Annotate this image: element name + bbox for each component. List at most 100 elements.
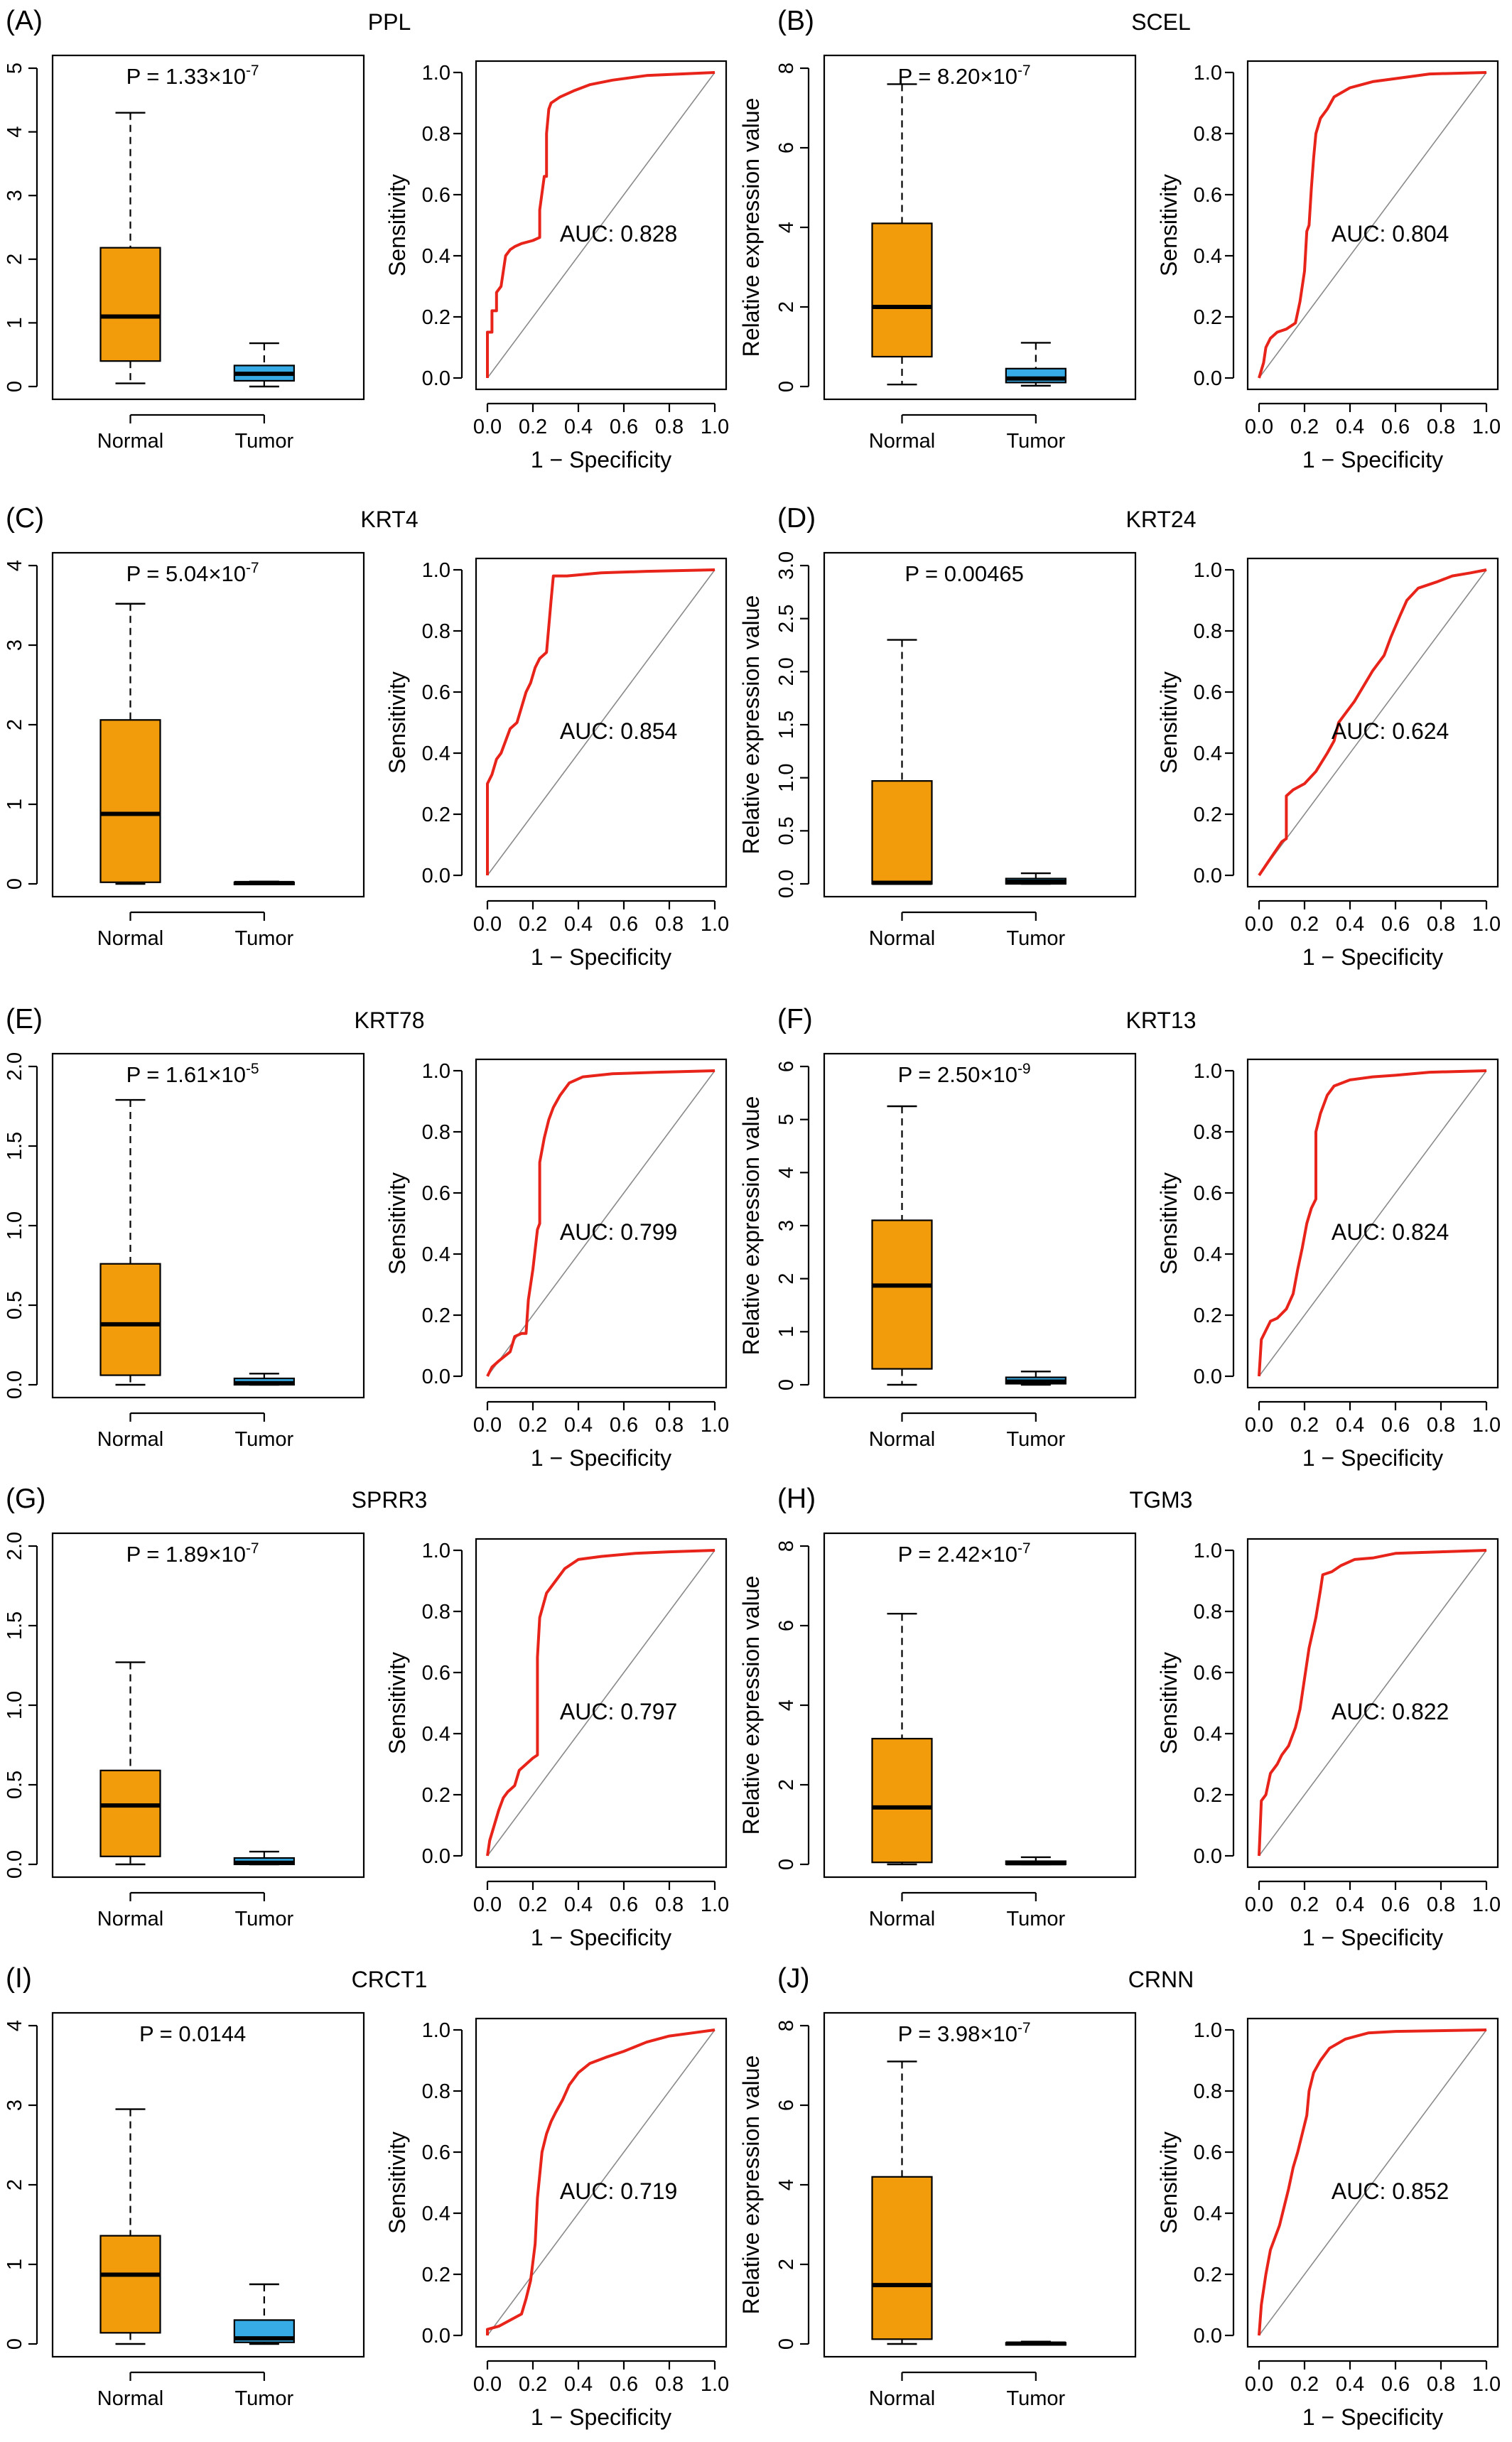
roc-x-tick-label: 0.0 bbox=[1245, 2373, 1273, 2396]
roc-y-tick-label: 0.0 bbox=[422, 367, 450, 390]
roc-y-tick-label: 0.6 bbox=[422, 184, 450, 207]
roc-y-tick-label: 1.0 bbox=[1194, 559, 1222, 582]
roc-y-tick-label: 0.4 bbox=[422, 1723, 450, 1746]
roc-plot: 0.0 0.2 0.4 0.6 0.8 1.0 1 − Specificity 0.0 0.2 0… bbox=[384, 60, 729, 472]
roc-y-tick-label: 0.2 bbox=[1194, 2264, 1222, 2286]
boxplot-x-tick-label: Tumor bbox=[1006, 2387, 1065, 2410]
roc-frame bbox=[1246, 60, 1499, 391]
roc-y-tick-label: 1.0 bbox=[422, 1060, 450, 1083]
roc-y-tick-label: 0.2 bbox=[422, 1304, 450, 1327]
panel-crct1: (I)CRCT101234Relative expression valueP … bbox=[4, 1963, 729, 2430]
roc-x-tick-label: 1.0 bbox=[701, 913, 729, 936]
gene-title: KRT24 bbox=[1125, 507, 1196, 532]
roc-x-tick-label: 0.2 bbox=[519, 1893, 547, 1916]
normal-box bbox=[99, 1263, 161, 1376]
gene-title: SPRR3 bbox=[352, 1487, 428, 1513]
roc-y-tick-label: 0.8 bbox=[1194, 123, 1222, 146]
p-value-annotation: P = 1.89×10-7 bbox=[126, 1540, 259, 1567]
auc-label: AUC: 0.822 bbox=[1332, 1699, 1449, 1724]
roc-x-tick-label: 0.4 bbox=[1336, 1893, 1364, 1916]
boxplot-x-tick-label: Normal bbox=[869, 430, 935, 453]
roc-x-tick-label: 0.4 bbox=[1336, 1414, 1364, 1437]
gene-title: KRT4 bbox=[360, 507, 418, 532]
roc-curve bbox=[486, 568, 716, 875]
boxplot-x-tick-label: Tumor bbox=[1006, 1428, 1065, 1451]
roc-y-tick-label: 0.0 bbox=[1194, 367, 1222, 390]
boxplot-y-tick-label: 4 bbox=[775, 2179, 798, 2190]
boxplot-x-tick-label: Normal bbox=[97, 1908, 163, 1930]
roc-diagonal bbox=[1258, 1070, 1487, 1377]
boxplot-frame bbox=[823, 1532, 1137, 1879]
gene-title: SCEL bbox=[1131, 9, 1191, 35]
roc-x-tick-label: 0.2 bbox=[1290, 1414, 1319, 1437]
normal-box bbox=[871, 780, 933, 885]
roc-x-label: 1 − Specificity bbox=[531, 1445, 671, 1471]
roc-diagonal bbox=[1258, 1550, 1487, 1857]
roc-x-tick-label: 0.6 bbox=[610, 416, 638, 438]
boxplot: 0 2 4 6 8 Relative expression value P = 3.98×1… bbox=[738, 2011, 1137, 2410]
roc-y-tick-label: 0.8 bbox=[422, 123, 450, 146]
boxplot-y-tick-label: 0 bbox=[775, 2338, 798, 2350]
roc-y-label: Sensitivity bbox=[1156, 1652, 1182, 1754]
roc-x-label: 1 − Specificity bbox=[1302, 944, 1443, 970]
roc-y-label: Sensitivity bbox=[384, 1652, 410, 1754]
roc-frame bbox=[1246, 557, 1499, 888]
roc-y-label: Sensitivity bbox=[1156, 2132, 1182, 2234]
boxplot-y-tick-label: 2 bbox=[775, 301, 798, 313]
normal-box bbox=[99, 719, 161, 883]
auc-label: AUC: 0.719 bbox=[560, 2178, 677, 2204]
roc-y-tick-label: 0.0 bbox=[422, 2325, 450, 2348]
boxplot-x-tick-label: Normal bbox=[869, 927, 935, 950]
auc-label: AUC: 0.852 bbox=[1332, 2178, 1449, 2204]
panel-letter: (H) bbox=[777, 1484, 816, 1514]
boxplot-x-tick-label: Tumor bbox=[234, 927, 293, 950]
roc-diagonal bbox=[487, 72, 716, 379]
roc-y-tick-label: 0.8 bbox=[422, 620, 450, 643]
boxplot-frame bbox=[51, 551, 365, 898]
roc-y-label: Sensitivity bbox=[1156, 1172, 1182, 1275]
panel-tgm3: (H) TGM3 0 2 4 6 8 Relative expression value P =… bbox=[738, 1484, 1501, 1950]
p-value-annotation: P = 3.98×10-7 bbox=[898, 2020, 1031, 2046]
roc-x-tick-label: 0.8 bbox=[1427, 913, 1455, 936]
roc-plot: 0.0 0.2 0.4 0.6 0.8 1.0 1 − Specificity 0.0 0.2 0… bbox=[1156, 557, 1501, 970]
roc-x-tick-label: 0.6 bbox=[1381, 416, 1410, 438]
boxplot-y-tick-label: 1.5 bbox=[775, 711, 798, 739]
roc-x-tick-label: 1.0 bbox=[701, 1414, 729, 1437]
roc-x-tick-label: 0.0 bbox=[473, 1414, 502, 1437]
roc-x-tick-label: 0.0 bbox=[1245, 1414, 1273, 1437]
roc-x-tick-label: 0.8 bbox=[655, 1414, 684, 1437]
roc-x-tick-label: 1.0 bbox=[1472, 1414, 1501, 1437]
roc-curve bbox=[486, 1549, 716, 1857]
roc-y-tick-label: 0.8 bbox=[422, 1601, 450, 1624]
roc-frame bbox=[475, 2017, 728, 2348]
roc-plot: 0.0 0.2 0.4 0.6 0.8 1.0 1 − Specificity 0.0 0.2 0… bbox=[384, 1058, 729, 1471]
roc-y-tick-label: 0.4 bbox=[422, 2203, 450, 2225]
roc-diagonal bbox=[1258, 2029, 1487, 2336]
boxplot-frame bbox=[823, 1052, 1137, 1399]
roc-y-tick-label: 0.4 bbox=[422, 742, 450, 765]
boxplot-y-label: Relative expression value bbox=[738, 2055, 764, 2315]
roc-y-tick-label: 0.6 bbox=[422, 681, 450, 704]
boxplot-y-tick-label: 4 bbox=[775, 1167, 798, 1178]
roc-x-label: 1 − Specificity bbox=[1302, 2404, 1443, 2430]
roc-y-tick-label: 0.8 bbox=[422, 2080, 450, 2103]
boxplot-y-tick-label: 4 bbox=[4, 126, 26, 138]
roc-y-tick-label: 1.0 bbox=[1194, 1060, 1222, 1083]
panel-letter: (D) bbox=[777, 503, 816, 534]
panel-krt13: (F) KRT13 0 1 2 3 4 5 6 Relative expression value… bbox=[738, 1004, 1501, 1471]
roc-y-tick-label: 1.0 bbox=[422, 62, 450, 85]
p-value-annotation: P = 0.0144 bbox=[139, 2021, 246, 2046]
normal-box bbox=[871, 1219, 933, 1370]
roc-plot: 0.0 0.2 0.4 0.6 0.8 1.0 1 − Specificity 0.0 0.2 0… bbox=[384, 1538, 729, 1950]
boxplot-y-tick-label: 1 bbox=[4, 799, 26, 810]
boxplot-y-tick-label: 2.0 bbox=[4, 1052, 26, 1081]
boxplot-y-tick-label: 2 bbox=[775, 1273, 798, 1285]
roc-y-tick-label: 1.0 bbox=[1194, 1540, 1222, 1562]
boxplot-frame bbox=[823, 2011, 1137, 2358]
roc-x-tick-label: 0.4 bbox=[564, 913, 593, 936]
roc-diagonal bbox=[1258, 569, 1487, 876]
boxplot-frame bbox=[51, 2011, 365, 2358]
